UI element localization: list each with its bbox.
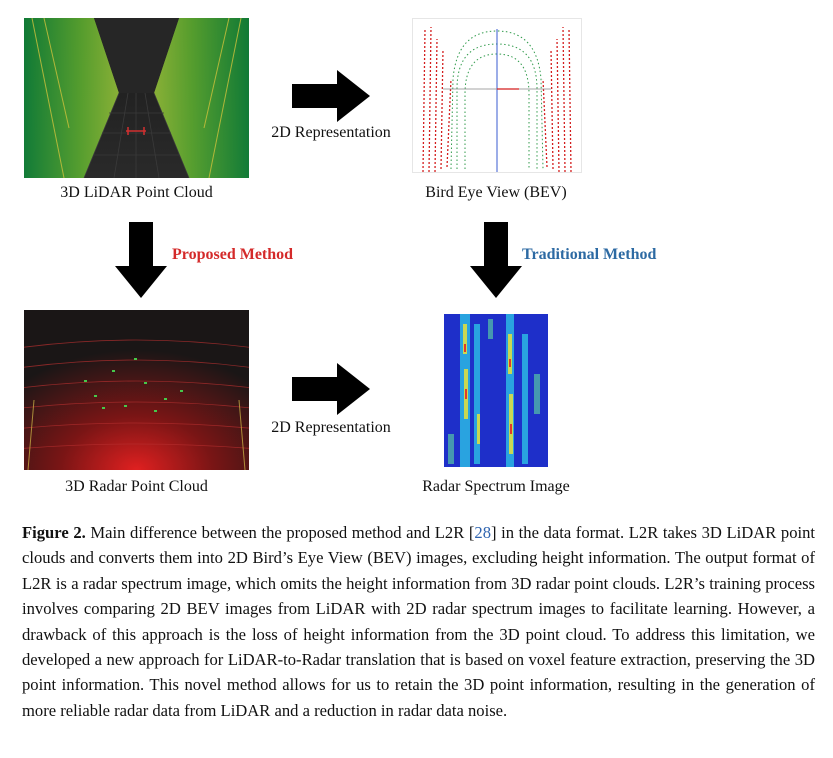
radar-point-cloud-image	[24, 310, 249, 470]
arrow-right-bottom	[292, 363, 370, 419]
arrow-down-left	[115, 222, 167, 302]
lidar-point-cloud-label: 3D LiDAR Point Cloud	[60, 184, 213, 201]
radar-spectrum-image	[444, 314, 548, 467]
proposed-method-label: Proposed Method	[172, 246, 294, 263]
bottom-arrow-label: 2D Representation	[271, 419, 391, 436]
caption-prefix: Figure 2.	[22, 523, 86, 542]
radar-point-cloud-label: 3D Radar Point Cloud	[65, 478, 208, 495]
arrow-right-top	[292, 70, 370, 126]
caption-text-after-ref: ] in the data format. L2R takes 3D LiDAR…	[22, 523, 816, 720]
top-arrow-label: 2D Representation	[271, 124, 391, 141]
traditional-method-label: Traditional Method	[522, 246, 657, 263]
radar-spectrum-label: Radar Spectrum Image	[422, 478, 570, 495]
bev-label: Bird Eye View (BEV)	[425, 184, 567, 201]
lidar-point-cloud-image	[24, 18, 249, 178]
arrow-down-right	[470, 222, 522, 302]
bev-image	[412, 18, 582, 173]
figure-caption: Figure 2. Main difference between the pr…	[22, 520, 815, 723]
caption-reference-link[interactable]: 28	[474, 523, 491, 542]
caption-text-before-ref: Main difference between the proposed met…	[85, 523, 475, 542]
